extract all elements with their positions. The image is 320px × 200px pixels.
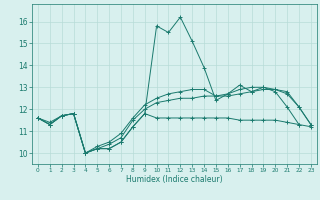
X-axis label: Humidex (Indice chaleur): Humidex (Indice chaleur) [126,175,223,184]
